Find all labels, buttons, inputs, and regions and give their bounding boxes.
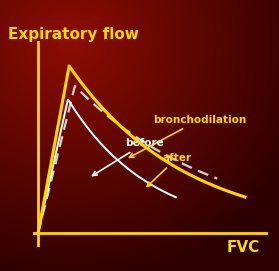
Text: before: before [93,138,164,176]
Text: FVC: FVC [226,240,259,255]
Text: after: after [147,153,191,186]
Text: Expiratory flow: Expiratory flow [8,27,139,42]
Text: bronchodilation: bronchodilation [129,115,246,157]
